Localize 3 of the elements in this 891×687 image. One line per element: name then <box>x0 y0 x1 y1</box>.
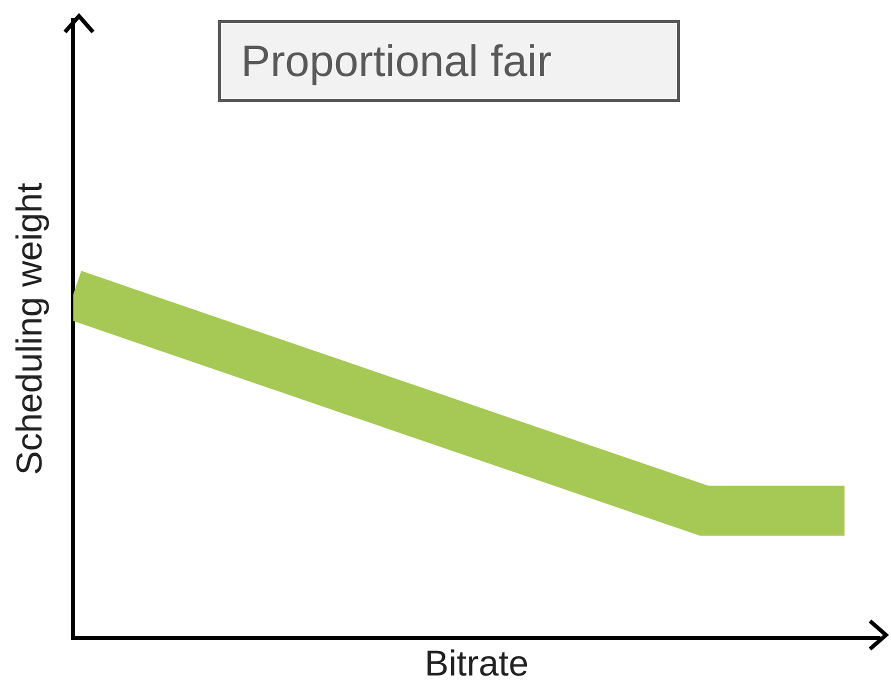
y-axis-title: Scheduling weight <box>8 182 50 475</box>
x-axis-title: Bitrate <box>424 642 529 684</box>
chart-title: Proportional fair <box>218 20 680 102</box>
